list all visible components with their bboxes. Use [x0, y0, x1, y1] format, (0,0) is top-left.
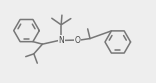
Text: N: N	[58, 36, 64, 45]
Text: O: O	[75, 36, 80, 45]
